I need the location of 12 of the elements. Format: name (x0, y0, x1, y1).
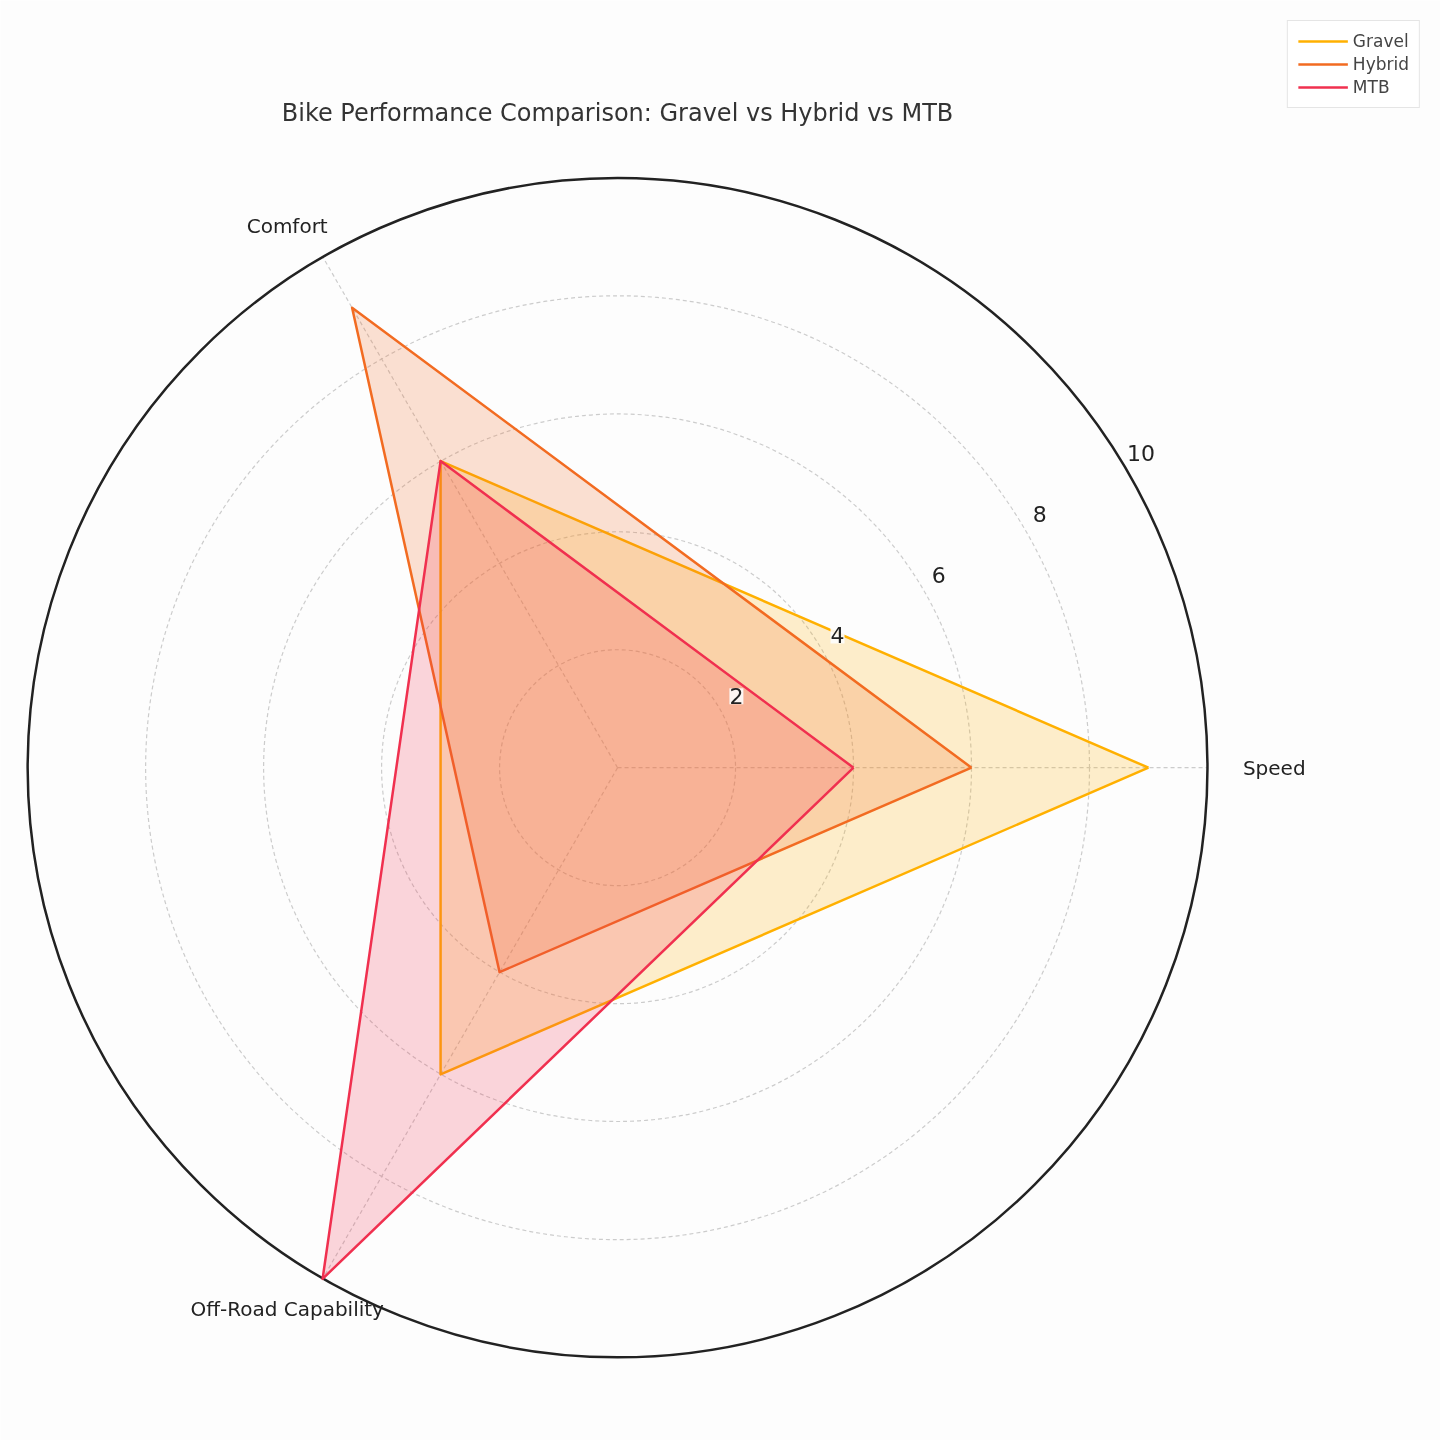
y-tick-label: 4 (830, 623, 845, 649)
spoke-label: Speed (1242, 755, 1306, 780)
spoke-label: Comfort (246, 213, 328, 238)
y-tick-label: 6 (931, 562, 946, 588)
legend-label: Gravel (1352, 31, 1409, 51)
text: Bike Performance Comparison: Gravel vs Hybrid vs MTB (281, 98, 954, 127)
y-tick-label: 10 (1126, 441, 1155, 467)
spoke-label: Off-Road Capability (190, 1297, 385, 1322)
legend-label: Hybrid (1352, 54, 1409, 74)
y-tick-label: 2 (729, 684, 744, 710)
legend-label: MTB (1352, 77, 1390, 97)
y-tick-label: 8 (1032, 501, 1047, 527)
